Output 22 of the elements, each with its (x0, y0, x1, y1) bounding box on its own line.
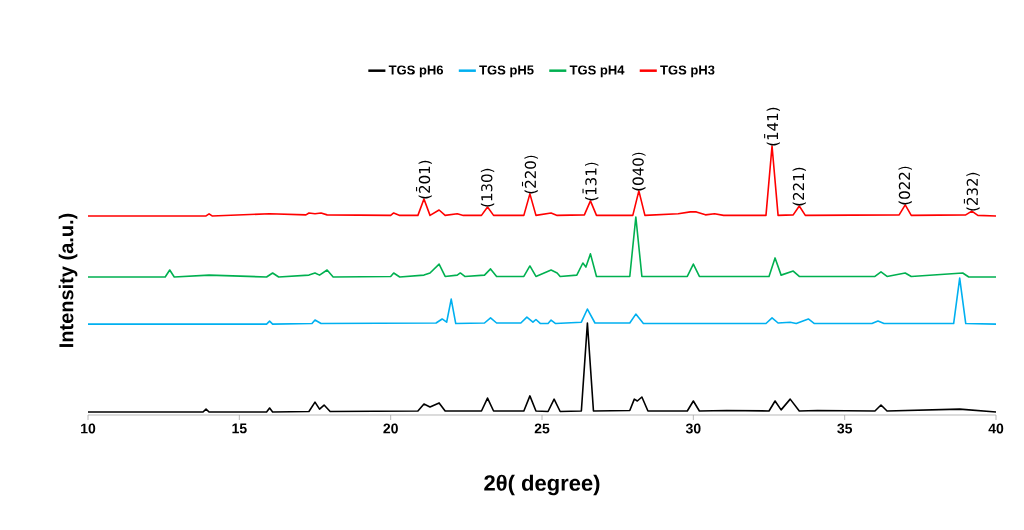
annotation: (1̄41) (764, 107, 780, 146)
legend-label: TGS pH6 (388, 65, 444, 78)
x-tick-label: 10 (81, 423, 96, 434)
annotation: (040) (632, 152, 646, 191)
x-tick-label: 15 (232, 423, 247, 434)
legend-label: TGS pH4 (569, 65, 625, 78)
legend-label: TGS pH3 (660, 65, 715, 78)
annotation: (221) (792, 167, 806, 206)
annotation: (2̄01) (416, 160, 432, 199)
x-tick-label: 40 (988, 423, 1004, 434)
x-tick-label: 35 (837, 423, 853, 434)
x-tick-label: 30 (685, 423, 701, 434)
annotation: (2̄32) (963, 172, 980, 211)
annotation: (1̄31) (582, 162, 599, 201)
x-tick-label: 20 (383, 423, 398, 434)
x-tick-label: 25 (534, 423, 550, 434)
annotation: (2̄20) (521, 155, 538, 194)
legend-label: TGS pH5 (479, 65, 534, 78)
y-axis-title: Intensity (a.u.) (58, 213, 78, 347)
x-axis-title: 2θ( degree) (484, 474, 600, 496)
annotation: (130) (480, 168, 495, 207)
annotation: (022) (898, 166, 912, 205)
